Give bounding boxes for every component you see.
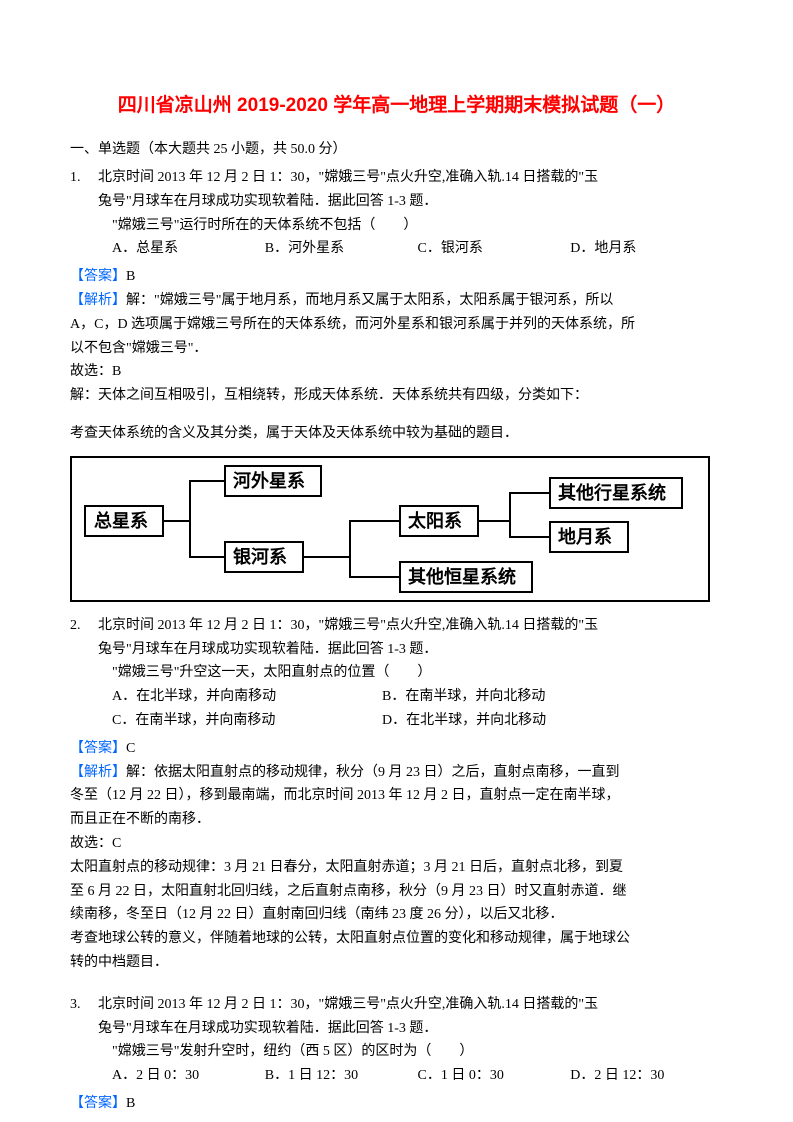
q1-analysis-p1: 解："嫦娥三号"属于地月系，而地月系又属于太阳系，太阳系属于银河系，所以 [126, 293, 613, 308]
q1-analysis-p2: A，C，D 选项属于嫦娥三号所在的天体系统，而河外星系和银河系属于并列的天体系统… [70, 313, 723, 337]
analysis-label: 【解析】 [70, 293, 126, 308]
q3-option-c: C．1 日 0：30 [418, 1064, 571, 1088]
q2-sub-question: "嫦娥三号"升空这一天，太阳直射点的位置（ ） [70, 661, 723, 685]
q2-option-a: A．在北半球，并向南移动 [112, 685, 382, 709]
q2-option-c: C．在南半球，并向南移动 [112, 709, 382, 733]
svg-text:其他恒星系统: 其他恒星系统 [408, 566, 516, 587]
q1-number: 1. [70, 166, 98, 190]
section-header-text: 一、单选题（本大题共 25 小题，共 50.0 分） [70, 142, 347, 157]
celestial-system-diagram: 总星系 河外星系 银河系 太阳系 其他恒星系统 其他行星系统 地月系 [70, 456, 710, 602]
q3-stem-line2: 兔号"月球车在月球成功实现软着陆．据此回答 1-3 题． [70, 1017, 723, 1041]
answer-label: 【答案】 [70, 269, 126, 284]
svg-text:河外星系: 河外星系 [233, 470, 305, 491]
q1-analysis-p6: 考查天体系统的含义及其分类，属于天体及天体系统中较为基础的题目． [70, 422, 723, 446]
q3-stem-line1: 北京时间 2013 年 12 月 2 日 1：30，"嫦娥三号"点火升空,准确入… [98, 997, 598, 1012]
svg-text:其他行星系统: 其他行星系统 [558, 482, 666, 503]
q2-options: A．在北半球，并向南移动 B．在南半球，并向北移动 C．在南半球，并向南移动 D… [70, 685, 723, 733]
q1-analysis-p4: 故选：B [70, 360, 723, 384]
svg-text:银河系: 银河系 [233, 546, 287, 567]
q1-analysis-p3: 以不包含"嫦娥三号"． [70, 337, 723, 361]
q2-stem-line1: 北京时间 2013 年 12 月 2 日 1：30，"嫦娥三号"点火升空,准确入… [98, 618, 598, 633]
question-3: 3.北京时间 2013 年 12 月 2 日 1：30，"嫦娥三号"点火升空,准… [70, 993, 723, 1088]
q3-option-a: A．2 日 0：30 [112, 1064, 265, 1088]
q2-analysis: 【解析】解：依据太阳直射点的移动规律，秋分（9 月 23 日）之后，直射点南移，… [70, 761, 723, 785]
q3-option-d: D．2 日 12：30 [570, 1064, 723, 1088]
q1-analysis-p5: 解：天体之间互相吸引，互相绕转，形成天体系统．天体系统共有四级，分类如下： [70, 384, 723, 408]
section-header: 一、单选题（本大题共 25 小题，共 50.0 分） [70, 138, 723, 162]
svg-text:总星系: 总星系 [94, 510, 148, 531]
q3-option-b: B．1 日 12：30 [265, 1064, 418, 1088]
q2-answer: 【答案】C [70, 737, 723, 761]
q3-number: 3. [70, 993, 98, 1017]
q2-analysis-p5: 太阳直射点的移动规律：3 月 21 日春分，太阳直射赤道；3 月 21 日后，直… [70, 856, 723, 880]
q1-option-b: B．河外星系 [265, 237, 418, 261]
q2-analysis-p3: 而且正在不断的南移． [70, 808, 723, 832]
analysis-label: 【解析】 [70, 765, 126, 780]
svg-text:太阳系: 太阳系 [408, 510, 462, 531]
q1-options: A．总星系 B．河外星系 C．银河系 D．地月系 [70, 237, 723, 261]
q1-option-c: C．银河系 [418, 237, 571, 261]
q3-answer: 【答案】B [70, 1092, 723, 1116]
q2-option-d: D．在北半球，并向北移动 [382, 709, 652, 733]
q1-sub-question: "嫦娥三号"运行时所在的天体系统不包括（ ） [70, 214, 723, 238]
svg-text:地月系: 地月系 [558, 526, 612, 547]
q2-analysis-p2: 冬至（12 月 22 日），移到最南端，而北京时间 2013 年 12 月 2 … [70, 784, 723, 808]
q2-stem-line2: 兔号"月球车在月球成功实现软着陆．据此回答 1-3 题． [70, 638, 723, 662]
q2-analysis-p6: 至 6 月 22 日，太阳直射北回归线，之后直射点南移，秋分（9 月 23 日）… [70, 880, 723, 904]
q2-number: 2. [70, 614, 98, 638]
q1-stem-line1: 北京时间 2013 年 12 月 2 日 1：30，"嫦娥三号"点火升空,准确入… [98, 170, 598, 185]
answer-label: 【答案】 [70, 1096, 126, 1111]
q1-answer-value: B [126, 269, 135, 284]
q3-sub-question: "嫦娥三号"发射升空时，纽约（西 5 区）的区时为（ ） [70, 1040, 723, 1064]
answer-label: 【答案】 [70, 741, 126, 756]
q2-analysis-p4: 故选：C [70, 832, 723, 856]
q3-options: A．2 日 0：30 B．1 日 12：30 C．1 日 0：30 D．2 日 … [70, 1064, 723, 1088]
q1-analysis: 【解析】解："嫦娥三号"属于地月系，而地月系又属于太阳系，太阳系属于银河系，所以 [70, 289, 723, 313]
q2-analysis-p7: 续南移，冬至日（12 月 22 日）直射南回归线（南纬 23 度 26 分），以… [70, 903, 723, 927]
q2-option-b: B．在南半球，并向北移动 [382, 685, 652, 709]
q2-analysis-p1: 解：依据太阳直射点的移动规律，秋分（9 月 23 日）之后，直射点南移，一直到 [126, 765, 620, 780]
q2-analysis-p8: 考查地球公转的意义，伴随着地球的公转，太阳直射点位置的变化和移动规律，属于地球公 [70, 927, 723, 951]
q2-answer-value: C [126, 741, 135, 756]
question-2: 2.北京时间 2013 年 12 月 2 日 1：30，"嫦娥三号"点火升空,准… [70, 614, 723, 733]
q3-answer-value: B [126, 1096, 135, 1111]
q1-answer: 【答案】B [70, 265, 723, 289]
q2-analysis-p9: 转的中档题目． [70, 951, 723, 975]
diagram-svg: 总星系 河外星系 银河系 太阳系 其他恒星系统 其他行星系统 地月系 [80, 464, 700, 594]
q1-option-d: D．地月系 [570, 237, 723, 261]
q1-option-a: A．总星系 [112, 237, 265, 261]
question-1: 1.北京时间 2013 年 12 月 2 日 1：30，"嫦娥三号"点火升空,准… [70, 166, 723, 261]
q1-stem-line2: 兔号"月球车在月球成功实现软着陆．据此回答 1-3 题． [70, 190, 723, 214]
document-title: 四川省凉山州 2019-2020 学年高一地理上学期期末模拟试题（一） [70, 90, 723, 122]
